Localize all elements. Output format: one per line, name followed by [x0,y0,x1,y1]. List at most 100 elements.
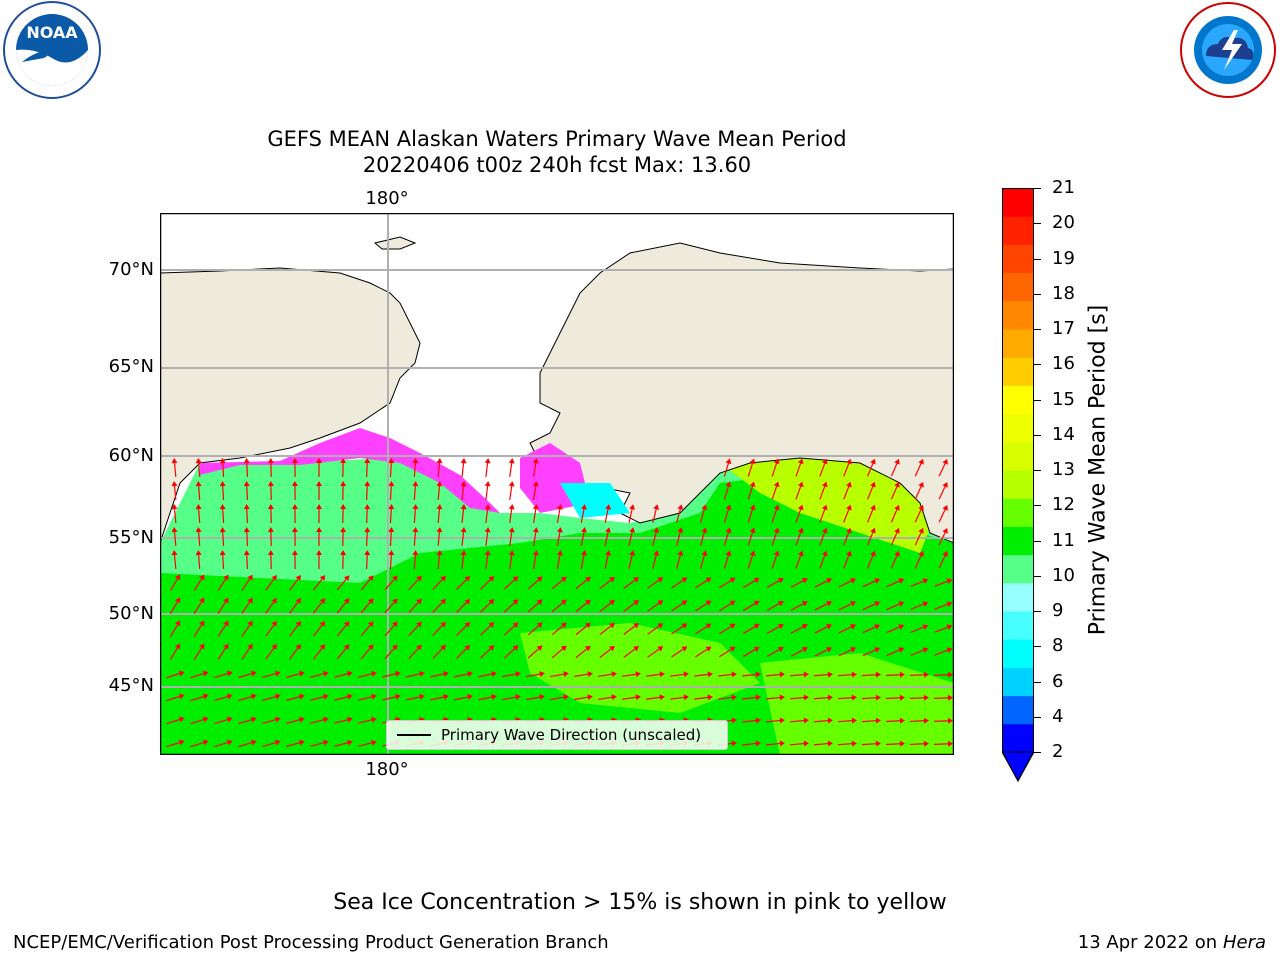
wave-arrow [695,623,712,635]
wave-arrow [819,550,828,569]
wave-arrow [262,670,281,679]
wave-arrow [340,527,347,547]
colorbar-segment [1002,216,1034,245]
wave-arrow [938,550,948,569]
colorbar-segment [1002,329,1034,358]
wave-arrow [599,576,615,589]
wave-arrow [717,694,737,701]
wave-arrow [291,550,298,570]
wave-arrow [934,601,953,610]
land-st-lawrence [373,236,417,250]
wave-arrow [336,598,350,614]
wave-arrow [598,671,617,678]
colorbar-segment [1002,188,1034,217]
wave-arrow [771,481,780,500]
wave-arrow [890,527,900,546]
colorbar-segment [1002,695,1034,725]
wave-arrow [717,671,737,678]
wave-arrow [193,643,205,660]
wave-arrow [388,550,395,570]
wave-arrow [742,600,760,612]
wave-arrow [412,458,419,478]
colorbar-tick-mark [1034,364,1041,366]
wave-arrow [914,458,924,477]
wave-arrow [340,550,347,570]
wave-arrow [747,527,756,546]
colorbar-tick-mark [1034,223,1041,225]
wave-arrow [886,647,905,657]
colorbar-segment [1002,639,1034,668]
wave-arrow [412,527,419,547]
wave-arrow [867,458,876,477]
wave-arrow [460,504,467,524]
wave-arrow [384,621,398,637]
wave-arrow [575,645,591,659]
colorbar-tick-label: 18 [1052,282,1075,304]
wave-arrow [527,622,543,636]
colorbar-tick-label: 9 [1052,600,1064,621]
wave-arrow [575,622,591,636]
wave-arrow [267,550,274,570]
map-panel [159,212,955,756]
ocean-high-period [720,458,940,553]
wave-arrow [388,458,395,478]
wave-arrow [532,550,539,569]
wave-arrow [508,504,515,523]
wave-arrow [286,716,305,724]
wave-arrow [310,670,329,678]
wave-arrow [934,624,953,633]
wave-arrow [460,527,467,547]
ocean-high-period-se [760,653,954,755]
wave-arrow [190,739,209,748]
wave-arrow [238,693,257,702]
ocean-high-period-south [520,623,760,713]
map-title: GEFS MEAN Alaskan Waters Primary Wave Me… [267,127,847,151]
wave-arrow [502,671,521,678]
wave-arrow [238,670,257,679]
wave-arrow [671,646,688,658]
wave-arrow [291,527,298,547]
wave-arrow [741,694,761,701]
wave-arrow [262,716,281,725]
wave-arrow [364,527,371,547]
colorbar-canvas [1001,188,1035,783]
wave-arrow [265,574,277,591]
footer-date-text: 13 Apr 2022 on [1077,932,1223,953]
wave-arrow [719,646,736,658]
nws-logo [1176,0,1280,100]
wave-arrow [676,504,684,523]
colorbar-segment [1002,470,1034,499]
wave-arrow [358,739,377,747]
wave-arrow [814,647,832,657]
wave-arrow [484,550,491,570]
wave-arrow [723,458,732,477]
wave-arrow [933,717,953,724]
colorbar-tick-mark [1034,188,1041,189]
wave-arrow [291,481,298,501]
wave-arrow [336,575,350,591]
colorbar-segment [1002,385,1034,415]
colorbar-tick-mark [1034,293,1041,295]
colorbar-tick-mark [1034,681,1041,683]
wave-arrow [334,693,353,701]
wave-arrow [771,550,780,569]
wave-arrow [169,620,181,638]
sea-ice-note: Sea Ice Concentration > 15% is shown in … [333,890,947,915]
wave-arrow [436,458,443,478]
wave-arrow [388,527,395,547]
wave-arrow [364,481,371,501]
wave-arrow [867,504,876,523]
wave-arrow [171,527,178,547]
wave-arrow [190,716,209,725]
wave-arrow [652,527,660,546]
wave-arrow [843,527,852,546]
wave-arrow [358,716,377,724]
wave-arrow [742,646,760,658]
wave-arrow [747,550,756,569]
wave-arrow [695,600,712,612]
wave-arrow [652,550,660,569]
colorbar-segment [1002,611,1034,640]
wave-arrow [795,481,804,500]
colorbar-tick-label: 11 [1052,529,1075,551]
colorbar-tick-mark [1034,716,1041,718]
